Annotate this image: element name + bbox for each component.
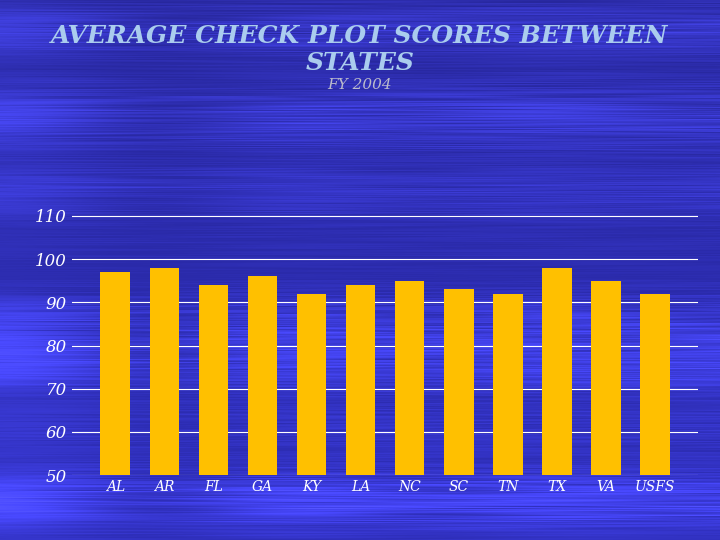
Bar <box>493 294 523 540</box>
Text: AVERAGE CHECK PLOT SCORES BETWEEN: AVERAGE CHECK PLOT SCORES BETWEEN <box>51 24 669 48</box>
Bar <box>395 281 425 540</box>
Bar <box>346 285 375 540</box>
Bar <box>248 276 277 540</box>
Bar <box>542 268 572 540</box>
Bar <box>444 289 474 540</box>
Text: FY 2004: FY 2004 <box>328 78 392 92</box>
Bar <box>297 294 326 540</box>
Bar <box>591 281 621 540</box>
Bar <box>101 272 130 540</box>
Bar <box>641 294 670 540</box>
Bar <box>199 285 228 540</box>
Text: STATES: STATES <box>305 51 415 75</box>
Bar <box>150 268 179 540</box>
